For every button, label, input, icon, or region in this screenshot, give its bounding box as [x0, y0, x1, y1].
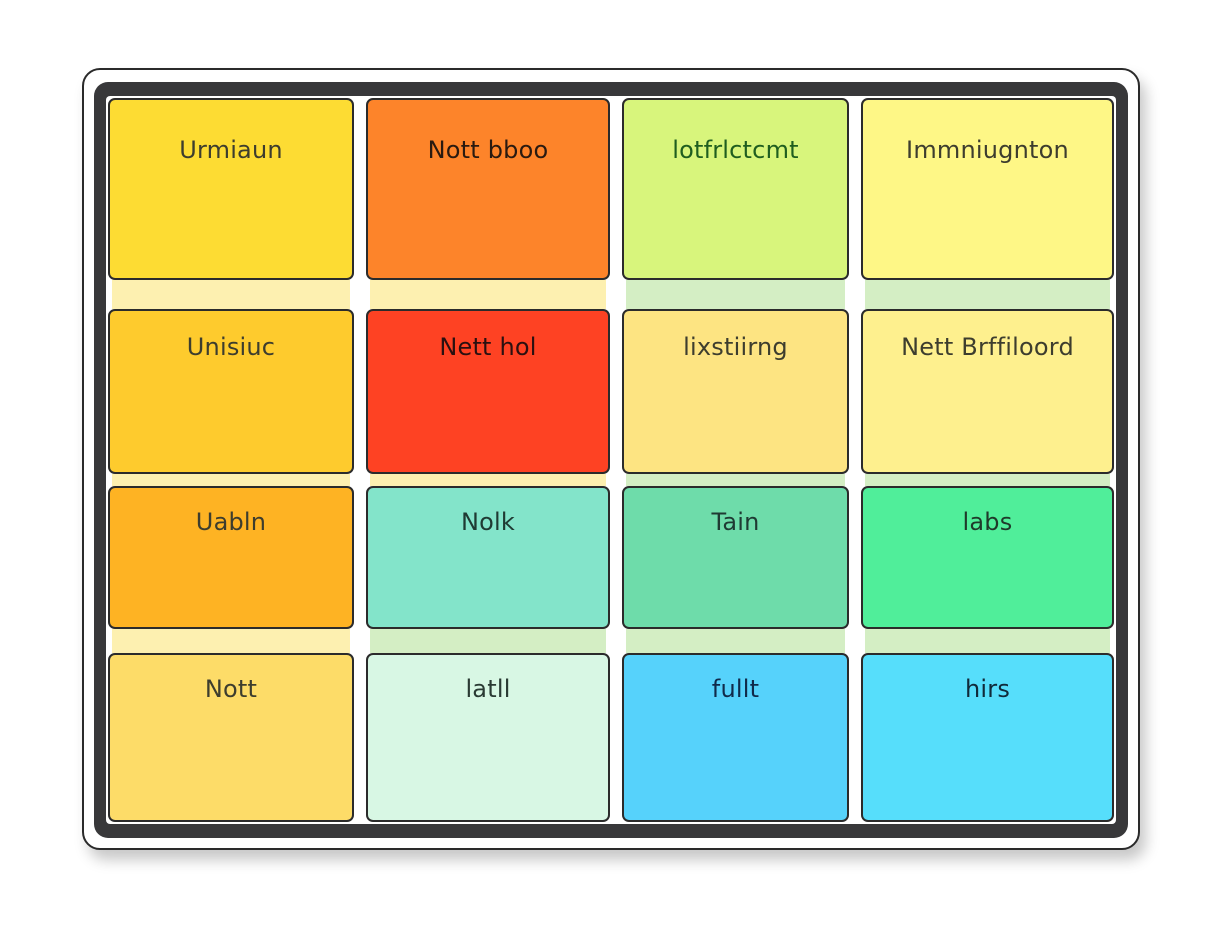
- grid-tile[interactable]: Immniugnton: [861, 98, 1114, 280]
- tile-label: Nott bboo: [427, 136, 549, 164]
- tile-label: Tain: [711, 508, 760, 536]
- tile-label: fullt: [711, 675, 760, 703]
- tile-connector-strip: [626, 629, 845, 653]
- grid-tile[interactable]: Nolk: [366, 486, 610, 629]
- tile-label: Nott: [204, 675, 258, 703]
- grid-tile[interactable]: hirs: [861, 653, 1114, 822]
- tile-connector-strip: [865, 474, 1110, 486]
- tile-label: Nett Brffiloord: [901, 333, 1074, 361]
- tile-connector-strip: [865, 280, 1110, 309]
- tile-label: Unisiuc: [186, 333, 276, 361]
- tile-label: Urmiaun: [179, 136, 283, 164]
- tile-label: Nett hol: [439, 333, 537, 361]
- grid-tile[interactable]: fullt: [622, 653, 849, 822]
- tile-label: hirs: [964, 675, 1011, 703]
- grid-tile[interactable]: Nott bboo: [366, 98, 610, 280]
- tile-connector-strip: [370, 280, 606, 309]
- grid-tile[interactable]: Tain: [622, 486, 849, 629]
- grid-tile[interactable]: latll: [366, 653, 610, 822]
- tile-connector-strip: [112, 474, 350, 486]
- grid-tile[interactable]: Uabln: [108, 486, 354, 629]
- tile-label: lixstiirng: [683, 333, 788, 361]
- tile-connector-strip: [370, 474, 606, 486]
- tile-connector-strip: [626, 474, 845, 486]
- tile-label: latll: [465, 675, 511, 703]
- tile-connector-strip: [626, 280, 845, 309]
- grid-tile[interactable]: Unisiuc: [108, 309, 354, 474]
- tile-label: Immniugnton: [906, 136, 1069, 164]
- tile-label: Uabln: [195, 508, 267, 536]
- tile-label: lotfrlctcmt: [672, 136, 799, 164]
- tile-connector-strip: [370, 629, 606, 653]
- grid-tile[interactable]: labs: [861, 486, 1114, 629]
- grid-tile[interactable]: Nett hol: [366, 309, 610, 474]
- tile-connector-strip: [112, 629, 350, 653]
- grid-tile[interactable]: Nett Brffiloord: [861, 309, 1114, 474]
- grid-tile[interactable]: Urmiaun: [108, 98, 354, 280]
- tile-label: Nolk: [460, 508, 515, 536]
- grid-tile[interactable]: lotfrlctcmt: [622, 98, 849, 280]
- tile-connector-strip: [112, 280, 350, 309]
- grid-tile[interactable]: Nott: [108, 653, 354, 822]
- tile-connector-strip: [865, 629, 1110, 653]
- tile-label: labs: [962, 508, 1013, 536]
- grid-tile[interactable]: lixstiirng: [622, 309, 849, 474]
